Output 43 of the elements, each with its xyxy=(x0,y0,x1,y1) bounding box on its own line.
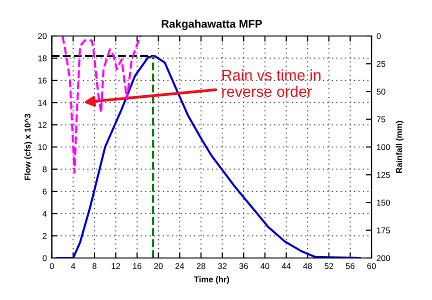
y-tick-label: 2 xyxy=(42,233,47,239)
x-tick-label: 0 xyxy=(50,263,54,269)
y-axis-title: Flow (cfs) x 10^3 xyxy=(24,114,32,180)
x-tick-label: 24 xyxy=(175,263,184,269)
y-tick-label: 10 xyxy=(38,144,47,150)
x-axis-title: Time (hr) xyxy=(194,276,230,284)
y-tick-label: 8 xyxy=(42,166,47,172)
y2-tick-label: 150 xyxy=(377,200,390,206)
y-tick-label: 12 xyxy=(38,122,47,128)
annotation: Rain vs time in reverse order xyxy=(222,69,320,97)
y-tick-label: 20 xyxy=(38,33,47,40)
y-tick-label: 18 xyxy=(38,55,47,62)
chart-title: Rakgahawatta MFP xyxy=(162,20,262,30)
line-series xyxy=(61,36,142,174)
y-tick-label: 4 xyxy=(42,210,47,217)
y-tick-label: 0 xyxy=(42,255,47,262)
x-tick-label: 60 xyxy=(367,263,376,269)
x-tick-label: 20 xyxy=(154,263,163,269)
x-tick-label: 40 xyxy=(260,263,270,269)
y2-tick-label: 200 xyxy=(376,255,390,262)
x-tick-label: 44 xyxy=(282,263,291,269)
y-tick-label: 16 xyxy=(38,78,47,84)
y2-tick-label: 125 xyxy=(377,172,390,178)
y-tick-label: 6 xyxy=(42,188,47,194)
x-tick-label: 52 xyxy=(324,263,334,269)
x-tick-label: 4 xyxy=(71,263,76,269)
x-tick-label: 28 xyxy=(196,263,206,269)
x-tick-label: 36 xyxy=(239,263,248,269)
y2-tick-label: 50 xyxy=(376,88,386,95)
y-tick-label: 14 xyxy=(38,100,47,106)
x-tick-label: 48 xyxy=(303,263,312,269)
y2-tick-label: 25 xyxy=(376,60,386,67)
x-tick-label: 8 xyxy=(92,263,96,269)
y2-tick-label: 175 xyxy=(377,228,390,234)
y2-tick-label: 75 xyxy=(376,116,386,122)
line-series xyxy=(56,54,361,258)
y2-tick-label: 0 xyxy=(376,33,381,40)
y2-axis-title: Rainfall (mm) xyxy=(396,121,404,173)
y2-tick-label: 100 xyxy=(377,144,390,150)
x-tick-label: 32 xyxy=(218,263,227,269)
x-tick-label: 56 xyxy=(346,263,354,269)
x-tick-label: 12 xyxy=(112,263,120,269)
x-tick-label: 16 xyxy=(133,263,142,269)
